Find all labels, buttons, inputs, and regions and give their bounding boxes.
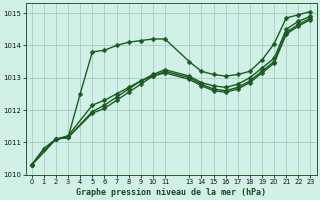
X-axis label: Graphe pression niveau de la mer (hPa): Graphe pression niveau de la mer (hPa) (76, 188, 266, 197)
